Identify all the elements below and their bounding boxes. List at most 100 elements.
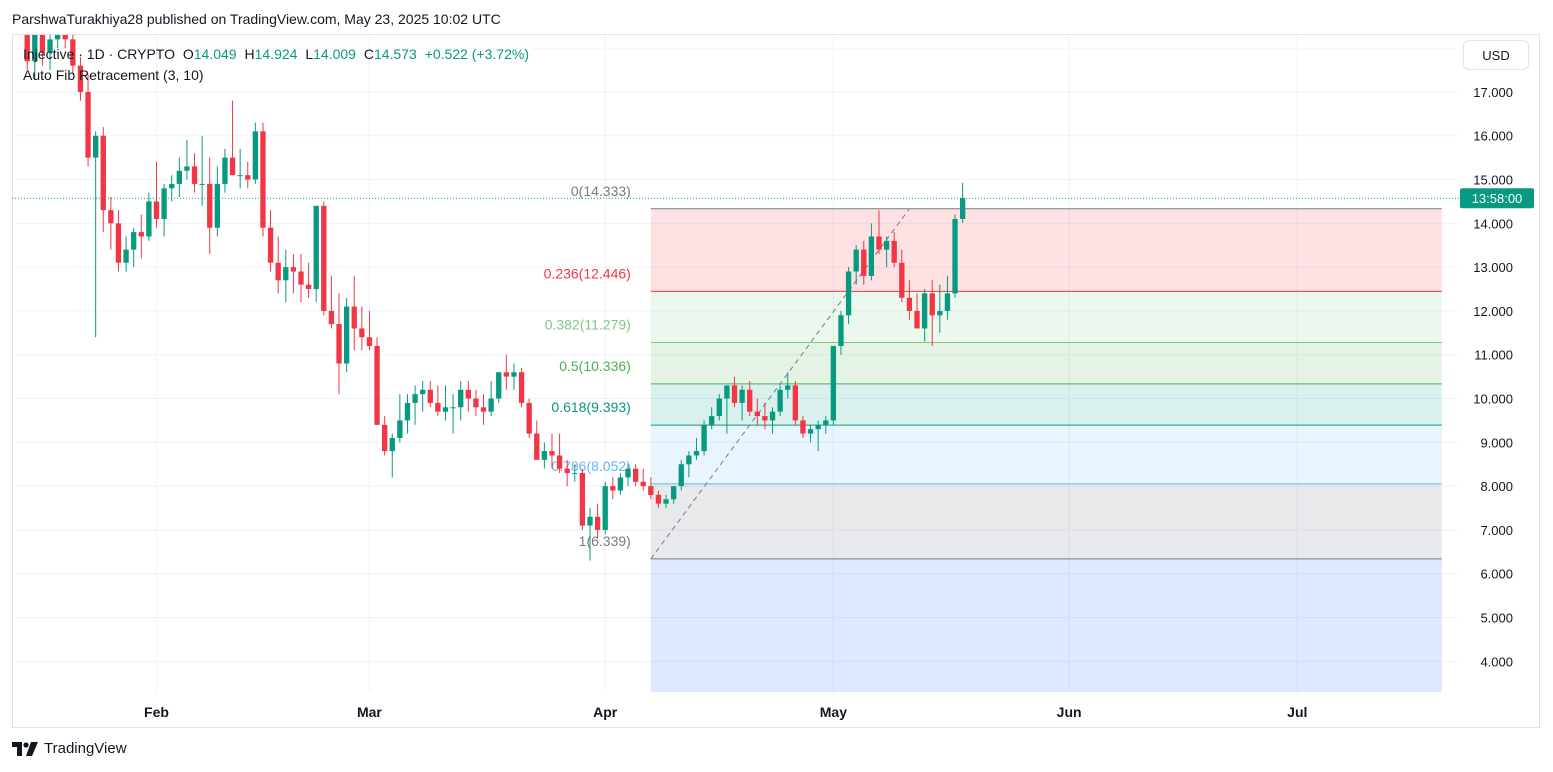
candle [891, 232, 897, 268]
footer: TradingView [12, 740, 127, 757]
price-tick-label: 10.000 [1473, 392, 1513, 407]
candle [488, 381, 494, 417]
candle-body [412, 394, 418, 403]
candle-body [792, 385, 799, 421]
candle [594, 503, 601, 539]
indicator-label[interactable]: Auto Fib Retracement (3, 10) [23, 67, 204, 83]
candle [640, 468, 646, 491]
candle-body [115, 223, 122, 263]
candle [473, 389, 479, 417]
candle-body [359, 328, 365, 338]
open-value: 14.049 [193, 46, 237, 62]
candle-body [275, 262, 281, 281]
candle-body [351, 306, 357, 329]
candle [518, 367, 525, 408]
candle [959, 182, 966, 223]
candle [321, 201, 327, 316]
candle-body [747, 389, 753, 412]
candle [838, 310, 844, 355]
candle [648, 477, 654, 500]
fib-zone [650, 208, 1442, 292]
candle-body [260, 131, 266, 228]
price-tick-label: 9.000 [1480, 435, 1513, 450]
candle-body [762, 416, 768, 421]
currency-button[interactable]: USD [1463, 40, 1529, 70]
candle [336, 293, 342, 395]
candle [389, 433, 395, 478]
candle [252, 122, 259, 184]
candle [290, 254, 297, 294]
candle-body [541, 451, 548, 460]
candle-body [496, 372, 502, 399]
candle [404, 394, 411, 434]
candle-body [321, 205, 327, 311]
chart-legend: Injective · 1D · CRYPTO O14.049 H14.924 … [23, 44, 529, 86]
candle [731, 376, 738, 408]
candle [24, 35, 30, 71]
candle [906, 280, 913, 320]
fib-level-label: 0.5(10.336) [559, 358, 631, 374]
time-tick-label: Feb [144, 704, 169, 720]
candle [359, 306, 365, 351]
candle [108, 197, 114, 250]
candle-body [678, 464, 684, 487]
candle-body [686, 455, 692, 465]
candle-body [777, 389, 783, 412]
candle [944, 275, 951, 320]
candle-body [252, 131, 259, 180]
candle-body [663, 499, 669, 504]
candle [929, 280, 935, 346]
candle-body [397, 420, 403, 438]
symbol-label[interactable]: Injective · 1D · CRYPTO [23, 46, 175, 62]
candle [556, 433, 563, 473]
time-axis: Feb Mar Apr May Jun Jul [144, 704, 1307, 720]
candle-body [891, 240, 897, 263]
candle-body [899, 262, 905, 298]
candle-body [587, 516, 593, 526]
candle-body [724, 385, 730, 399]
low-label: L [305, 46, 314, 62]
candle [427, 381, 433, 408]
candle [602, 481, 608, 535]
candle-body [572, 473, 578, 474]
candle [85, 74, 91, 167]
candle-body [39, 35, 46, 53]
candle [747, 381, 753, 417]
price-tick-label: 12.000 [1473, 304, 1513, 319]
candle-body [883, 240, 890, 250]
candle-body [404, 402, 411, 421]
candle [579, 468, 586, 530]
candle-body [153, 201, 160, 219]
candle-body [929, 293, 935, 316]
close-label: C [363, 46, 374, 62]
candle-body [450, 407, 456, 409]
candle-body [176, 170, 182, 184]
candle-body [739, 389, 745, 403]
candle [222, 148, 228, 193]
candle [191, 153, 198, 193]
candle-body [62, 35, 68, 40]
candle-body [184, 166, 190, 171]
candle [815, 420, 821, 452]
candle [921, 289, 928, 342]
candle-body [191, 166, 198, 184]
high-label: H [244, 46, 255, 62]
candle [549, 433, 555, 469]
candle [283, 249, 289, 303]
candle-body [108, 210, 114, 224]
candle [176, 157, 182, 198]
candle-body [868, 236, 875, 276]
candle [146, 192, 152, 241]
candle [883, 236, 890, 268]
candle [62, 35, 68, 49]
candle-body [92, 135, 99, 158]
tradingview-logo-icon[interactable] [12, 741, 38, 756]
fib-zone [650, 558, 1442, 692]
candle [435, 385, 441, 417]
chart-frame[interactable] [12, 34, 1540, 728]
candle [115, 210, 122, 272]
candle [587, 508, 593, 561]
price-tick-label: 13.000 [1473, 260, 1513, 275]
candle [328, 275, 335, 329]
